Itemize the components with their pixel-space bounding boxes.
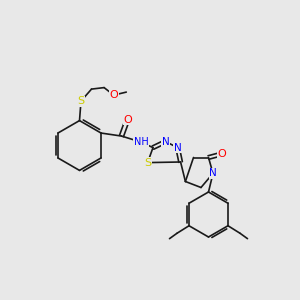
Text: N: N [209, 168, 217, 178]
Text: NH: NH [134, 137, 148, 147]
Text: O: O [218, 149, 226, 159]
Text: O: O [109, 90, 118, 100]
Text: N: N [162, 136, 170, 147]
Text: S: S [144, 158, 151, 168]
Text: O: O [123, 115, 132, 124]
Text: S: S [77, 96, 85, 106]
Text: N: N [174, 142, 182, 153]
